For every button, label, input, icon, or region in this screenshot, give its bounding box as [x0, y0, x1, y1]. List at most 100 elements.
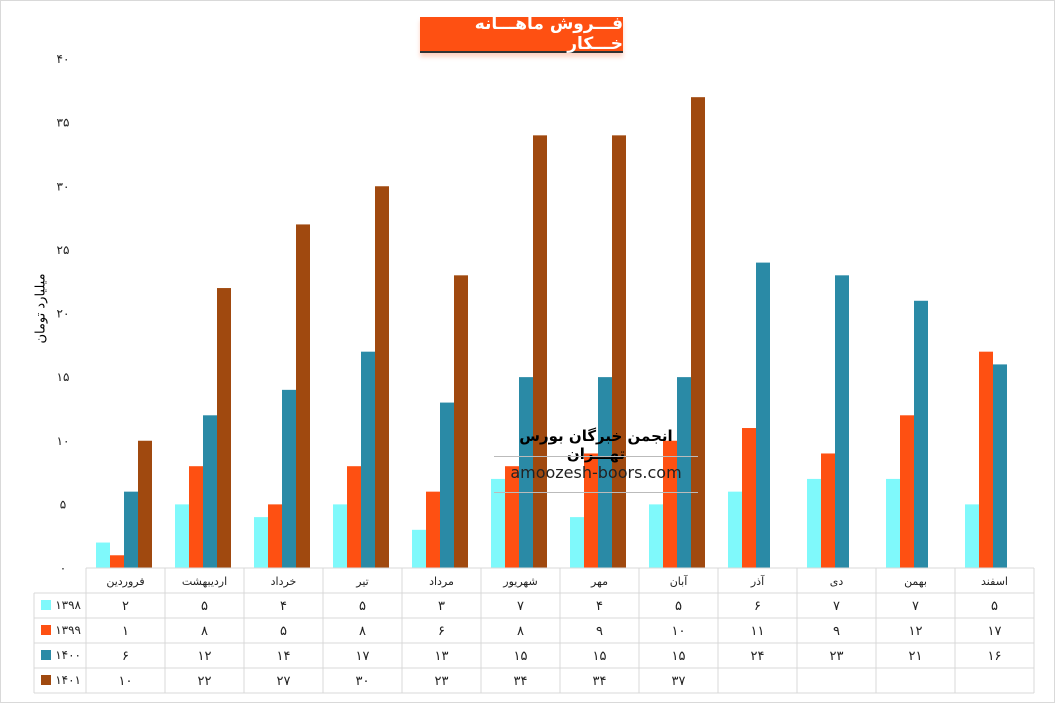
x-tick-label: اردیبهشت	[182, 575, 227, 588]
x-tick-label: دی	[830, 575, 844, 588]
legend-label: ۱۳۹۹	[55, 623, 81, 637]
table-cell: ۱۵	[593, 649, 607, 664]
watermark-url: amoozesh-boors.com	[510, 463, 682, 482]
y-tick-label: ۴۰	[57, 52, 70, 66]
x-tick-label: شهریور	[502, 575, 537, 588]
chart-title: فـــروش ماهـــانه خـــکار	[420, 14, 623, 54]
table-cell: ۷	[833, 599, 840, 614]
table-cell: ۱	[122, 624, 129, 639]
bar	[110, 555, 124, 568]
bar	[979, 351, 993, 568]
bar	[268, 504, 282, 568]
table-cell: ۱۶	[988, 649, 1002, 664]
table-cell: ۲۳	[435, 674, 449, 689]
bar	[361, 351, 375, 568]
x-tick-label: بهمن	[904, 575, 927, 588]
bar	[663, 440, 677, 568]
table-cell: ۱۱	[751, 624, 765, 639]
bar	[691, 97, 705, 569]
table-cell: ۸	[359, 624, 366, 639]
table-cell: ۱۲	[198, 649, 212, 664]
table-cell: ۴	[596, 599, 603, 614]
table-cell: ۹	[833, 624, 840, 639]
table-cell: ۷	[912, 599, 919, 614]
y-tick-label: ۲۵	[57, 243, 70, 257]
table-cell: ۵	[675, 599, 682, 614]
bar	[375, 186, 389, 568]
bar	[96, 542, 110, 568]
table-cell: ۱۴	[277, 649, 291, 664]
legend-swatch	[41, 650, 51, 660]
table-cell: ۶	[122, 649, 129, 664]
table-cell: ۱۷	[356, 649, 370, 664]
y-tick-label: ۱۰	[57, 434, 70, 448]
bar	[454, 275, 468, 568]
bar	[412, 529, 426, 568]
bar	[584, 453, 598, 568]
table-cell: ۱۰	[672, 624, 686, 639]
table-cell: ۱۵	[672, 649, 686, 664]
bar	[175, 504, 189, 568]
bar	[821, 453, 835, 568]
x-tick-label: مرداد	[429, 575, 454, 588]
y-tick-label: ۱۵	[57, 370, 70, 384]
table-cell: ۱۲	[909, 624, 923, 639]
x-tick-label: خرداد	[271, 575, 297, 588]
table-cell: ۳	[438, 599, 445, 614]
bar	[570, 517, 584, 568]
table-cell: ۲۷	[277, 674, 291, 689]
table-cell: ۳۴	[514, 674, 528, 689]
bar	[612, 135, 626, 568]
legend-label: ۱۴۰۱	[55, 673, 81, 687]
table-cell: ۵	[991, 599, 998, 614]
legend-label: ۱۳۹۸	[55, 598, 81, 612]
x-tick-label: فروردین	[106, 575, 144, 588]
bar	[138, 440, 152, 568]
bar	[900, 415, 914, 568]
bar	[728, 491, 742, 568]
legend-label: ۱۴۰۰	[55, 648, 81, 662]
table-cell: ۳۷	[672, 674, 686, 689]
bar	[217, 288, 231, 568]
legend-swatch	[41, 675, 51, 685]
table-cell: ۹	[596, 624, 603, 639]
table-cell: ۶	[754, 599, 761, 614]
bar	[124, 491, 138, 568]
table-cell: ۳۴	[593, 674, 607, 689]
bar	[677, 377, 691, 568]
bar	[282, 389, 296, 568]
bar	[296, 224, 310, 569]
y-tick-label: ۰	[60, 561, 66, 575]
table-cell: ۵	[280, 624, 287, 639]
bar	[254, 517, 268, 568]
table-cell: ۵	[201, 599, 208, 614]
table-cell: ۸	[201, 624, 208, 639]
y-tick-label: ۳۵	[57, 116, 70, 130]
y-tick-label: ۲۰	[57, 307, 70, 321]
bar	[426, 491, 440, 568]
table-cell: ۲۱	[909, 649, 923, 664]
table-cell: ۱۳	[435, 649, 449, 664]
y-tick-label: ۳۰	[57, 179, 70, 193]
x-tick-label: آذر	[750, 574, 765, 588]
table-cell: ۵	[359, 599, 366, 614]
watermark-divider	[494, 492, 698, 493]
bar	[519, 377, 533, 568]
watermark-divider	[494, 456, 698, 457]
bar	[333, 504, 347, 568]
bar	[914, 300, 928, 568]
table-cell: ۲	[122, 599, 129, 614]
table-cell: ۷	[517, 599, 524, 614]
bar	[742, 428, 756, 568]
legend-swatch	[41, 600, 51, 610]
y-tick-label: ۵	[60, 497, 66, 511]
bar	[807, 478, 821, 568]
watermark-name: انجمن خبرگان بورس تهـــران	[519, 427, 673, 463]
x-tick-label: آبان	[670, 574, 688, 588]
x-tick-label: تیر	[355, 575, 368, 588]
bar	[533, 135, 547, 568]
bar	[886, 478, 900, 568]
table-cell: ۱۷	[988, 624, 1002, 639]
table-cell: ۲۴	[751, 649, 765, 664]
